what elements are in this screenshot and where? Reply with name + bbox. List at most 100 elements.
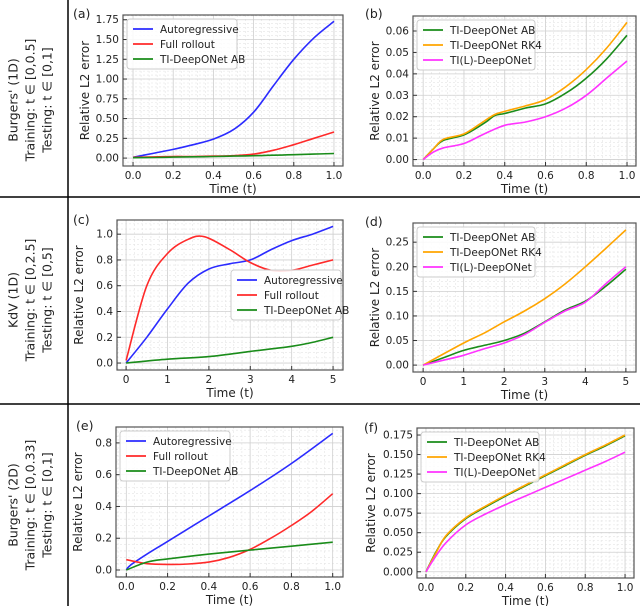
x-tick-label: 1.0 (324, 581, 341, 593)
y-tick-label: 0.125 (383, 469, 413, 481)
x-tick-label: 1 (460, 376, 467, 388)
x-axis-label: Time (t) (500, 182, 548, 196)
legend-entry: Autoregressive (153, 436, 232, 448)
y-tick-label: 0.00 (96, 153, 119, 165)
x-tick-label: 0.4 (496, 170, 513, 182)
x-tick-label: 3 (247, 374, 254, 386)
plot-frame (412, 222, 637, 373)
x-tick-label: 0.6 (245, 170, 262, 182)
legend-entry: TI-DeepONet AB (152, 466, 238, 478)
series-line (132, 20, 335, 159)
y-tick-label: 0.000 (383, 566, 413, 578)
x-axis-label: Time (t) (208, 182, 256, 196)
x-axis-label: Time (t) (205, 386, 253, 400)
row-label-line: Testing: t ∈ [0,1] (40, 452, 55, 559)
x-tick-label: 0.4 (497, 582, 514, 594)
series-line (126, 336, 334, 364)
chart-panel: 0.0 0.2 0.4 0.6 0.8 1.0 0.000 0.025 0.050 0.075 0.… (364, 420, 635, 606)
x-tick-label: 2 (206, 374, 213, 386)
y-axis-label: Relative L2 error (368, 41, 382, 140)
plot-frame (115, 426, 344, 578)
legend-entry: TI(L)-DeepONet (453, 467, 536, 479)
legend-entry: TI-DeepONet AB (449, 232, 535, 244)
y-tick-label: 0.8 (96, 254, 113, 266)
y-tick-label: 0.0 (96, 358, 113, 370)
y-tick-label: 0.05 (386, 335, 409, 347)
y-tick-label: 0.00 (386, 360, 409, 372)
x-tick-label: 0.2 (165, 170, 182, 182)
legend: TI-DeepONet AB TI-DeepONet RK4 TI(L)-DeepO… (416, 19, 542, 71)
legend-entry: Full rollout (160, 39, 215, 51)
y-axis-label: Relative L2 error (71, 452, 85, 551)
x-tick-label: 1.0 (326, 170, 343, 182)
x-tick-label: 0.8 (578, 170, 595, 182)
series-line (125, 235, 334, 361)
y-axis-label: Relative L2 error (72, 245, 86, 344)
y-tick-label: 0.025 (383, 547, 413, 559)
x-tick-label: 4 (288, 374, 295, 386)
panel-label: (a) (73, 6, 90, 21)
series-line (422, 34, 628, 161)
y-tick-label: 0.175 (383, 430, 413, 442)
x-tick-label: 0.6 (537, 170, 554, 182)
y-tick-label: 0.8 (95, 437, 112, 449)
series-line (125, 432, 334, 571)
y-tick-label: 0.03 (386, 90, 409, 102)
legend-entry: TI(L)-DeepONet (449, 262, 532, 274)
chart-panel: 0.0 0.2 0.4 0.6 0.8 1.0 0.00 0.25 0.50 0.75 1.00 1.… (73, 6, 344, 196)
chart-panel: 0 1 2 3 4 5 0.00 0.05 0.10 0.15 0.20 0.25 Time (t) Re… (365, 214, 637, 402)
series-line (422, 266, 627, 366)
y-tick-label: 1.50 (96, 34, 119, 46)
row-label-line: Testing: t ∈ [0,1] (40, 47, 55, 154)
y-tick-label: 0.25 (96, 133, 119, 145)
y-tick-label: 0.4 (96, 306, 113, 318)
legend-entry: TI-DeepONet AB (263, 305, 349, 317)
y-tick-label: 0.50 (96, 113, 119, 125)
y-tick-label: 0.100 (383, 488, 413, 500)
legend: Autoregressive Full rollout TI-DeepONet AB (126, 18, 245, 70)
legend-box (416, 19, 536, 71)
y-tick-label: 0.4 (95, 501, 112, 513)
panel-label: (f) (364, 420, 378, 435)
series-line (422, 60, 628, 161)
y-tick-label: 0.15 (386, 286, 409, 298)
y-tick-label: 1.0 (96, 229, 113, 241)
row-label-line: Testing: t ∈ [0,5] (40, 247, 55, 354)
series-line (422, 21, 628, 161)
x-tick-label: 0.4 (205, 170, 222, 182)
y-axis-label: Relative L2 error (368, 248, 382, 347)
x-tick-label: 0.8 (577, 582, 594, 594)
legend-entry: TI-DeepONet RK4 (449, 40, 542, 52)
chart-panel: 0.0 0.2 0.4 0.6 0.8 1.0 0.0 0.2 0.4 0.6 0.8 Time (t… (71, 418, 344, 606)
y-tick-label: 0.00 (386, 154, 409, 166)
series-line (422, 229, 627, 366)
x-tick-label: 0.0 (125, 170, 142, 182)
legend-entry: TI-DeepONet AB (159, 54, 245, 66)
legend-entry: TI-DeepONet AB (449, 25, 535, 37)
chart-panel: 0 1 2 3 4 5 0.0 0.2 0.4 0.6 0.8 1.0 Time (t) Relative… (72, 212, 349, 400)
series-line (126, 493, 334, 566)
x-axis-label: Time (t) (501, 594, 549, 606)
plot-frame (416, 427, 635, 579)
legend-entry: TI-DeepONet RK4 (453, 452, 546, 464)
x-tick-label: 0.2 (456, 170, 473, 182)
y-axis-label: Relative L2 error (78, 41, 92, 140)
panel-label: (d) (365, 214, 383, 229)
row-label-line: Training: t ∈ [0,2.5] (23, 239, 38, 363)
legend-entry: Full rollout (264, 290, 319, 302)
y-tick-label: 0.04 (386, 68, 410, 80)
chart-panel: 0.0 0.2 0.4 0.6 0.8 1.0 0.00 0.01 0.02 0.03 0.04 0.… (365, 6, 637, 196)
series-line (125, 225, 334, 364)
legend-box (420, 431, 540, 483)
x-tick-label: 0.6 (537, 582, 554, 594)
x-tick-label: 5 (330, 374, 337, 386)
y-tick-label: 0.050 (383, 527, 413, 539)
legend-entry: TI(L)-DeepONet (449, 55, 532, 67)
y-tick-label: 0.10 (386, 310, 409, 322)
x-tick-label: 0.8 (283, 581, 300, 593)
legend-box (126, 18, 238, 70)
x-tick-label: 0.2 (457, 582, 474, 594)
plot-frame (122, 14, 344, 167)
x-tick-label: 5 (623, 376, 630, 388)
legend-entry: Autoregressive (264, 275, 343, 287)
